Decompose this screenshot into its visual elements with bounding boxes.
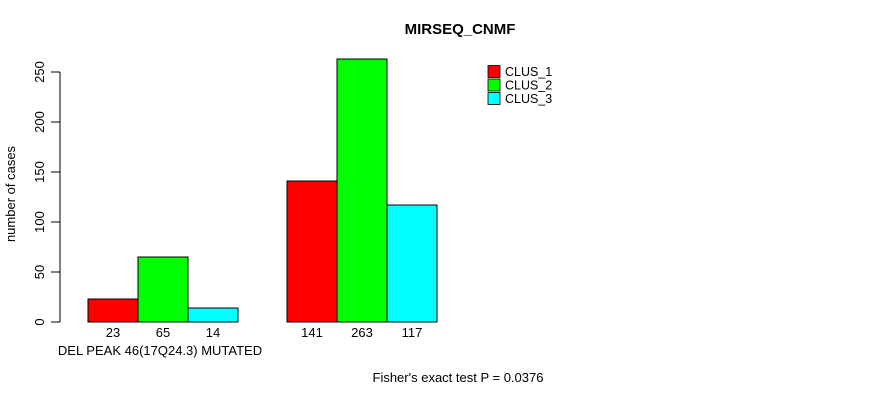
bar-clus-2-group-2	[336, 58, 388, 323]
bar-value-label: 141	[301, 325, 323, 340]
legend-label-clus-1: CLUS_1	[505, 65, 552, 79]
bar-value-label: 65	[156, 325, 170, 340]
y-axis-tick-label: 250	[32, 61, 47, 83]
y-axis-tick-label: 200	[32, 111, 47, 133]
bar-value-label: 263	[351, 325, 373, 340]
fisher-test-note: Fisher's exact test P = 0.0376	[373, 370, 544, 385]
legend-swatch-clus-2	[487, 78, 501, 92]
bar-clus-3-group-2	[386, 204, 438, 323]
legend-swatch-clus-3	[487, 92, 501, 105]
bar-value-label: 23	[106, 325, 120, 340]
bar-clus-1-group-2	[286, 180, 338, 323]
bar-value-label: 117	[402, 325, 423, 340]
legend-swatch-clus-1	[487, 65, 501, 78]
y-axis-tick-label: 150	[32, 161, 47, 183]
legend-label-clus-2: CLUS_2	[505, 79, 552, 93]
bar-clus-2-group-1	[137, 256, 189, 323]
bar-clus-1-group-1	[87, 298, 139, 323]
bar-clus-3-group-1	[187, 307, 239, 323]
chart-title: MIRSEQ_CNMF	[405, 21, 516, 38]
y-axis-title: number of cases	[3, 145, 18, 242]
y-axis-tick-label: 100	[32, 211, 47, 233]
bar-value-label: 14	[206, 325, 220, 340]
x-axis-label: DEL PEAK 46(17Q24.3) MUTATED	[58, 343, 262, 358]
legend-label-clus-3: CLUS_3	[505, 92, 552, 106]
y-axis-tick-label: 0	[32, 318, 47, 325]
y-axis-tick-label: 50	[32, 265, 47, 279]
